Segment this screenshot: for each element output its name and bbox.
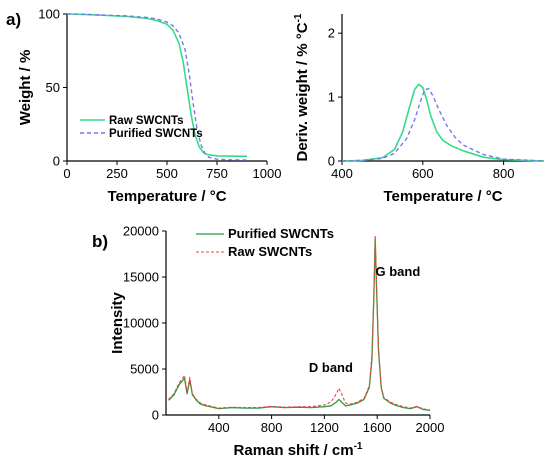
x-axis-label: Temperature / °C [383, 188, 502, 205]
x-tick-label: 400 [208, 420, 230, 435]
legend-label: Purified SWCNTs [228, 226, 334, 241]
x-tick-label: 2000 [416, 420, 445, 435]
series-line-1 [66, 13, 248, 158]
y-tick-label: 0 [53, 154, 60, 169]
dtg-chart: 400 600 800 0 1 2 Temperature / °C Deriv. weigh… [293, 13, 545, 205]
x-tick-label: 500 [156, 166, 178, 181]
legend-label: Raw SWCNTs [109, 115, 184, 127]
band-annotation: G band [375, 264, 420, 279]
y-tick-label: 1 [328, 90, 335, 105]
y-tick-label: 100 [38, 7, 60, 22]
x-tick-label: 800 [261, 420, 283, 435]
y-tick-label: 20000 [123, 224, 159, 239]
y-tick-label: 5000 [130, 362, 159, 377]
x-tick-label: 750 [206, 166, 228, 181]
panel-label-b: b) [92, 232, 108, 251]
raman-chart: 400 800 1200 1600 200005000100001500020000Ra… [109, 224, 444, 460]
x-tick-label: 600 [412, 166, 434, 181]
x-axis-label: Raman shift / cm-1 [234, 441, 363, 459]
band-annotation: D band [309, 360, 353, 375]
y-tick-label: 2 [328, 26, 335, 41]
x-tick-label: 0 [63, 166, 70, 181]
y-tick-label: 15000 [123, 270, 159, 285]
x-tick-label: 1200 [310, 420, 339, 435]
series-line-2 [168, 235, 431, 411]
x-tick-label: 250 [106, 166, 128, 181]
y-axis-label: Intensity [109, 292, 126, 354]
legend-label: Purified SWCNTs [109, 128, 203, 140]
y-tick-label: 10000 [123, 316, 159, 331]
x-tick-label: 400 [331, 166, 353, 181]
y-axis-label: Weight / % [17, 50, 34, 126]
series-line-2 [66, 13, 248, 161]
tga-chart: 0 250 500 750 1000 0 50 100 Temperature / °C Weig… [17, 7, 281, 206]
series-line-1 [341, 83, 545, 162]
y-tick-label: 0 [328, 154, 335, 169]
y-tick-label: 50 [46, 80, 60, 95]
x-tick-label: 1000 [253, 166, 282, 181]
x-tick-label: 800 [493, 166, 515, 181]
y-axis-label: Deriv. weight / % °C-1 [293, 13, 311, 161]
panel-label-a: a) [6, 10, 21, 29]
series-line-2 [341, 88, 545, 162]
legend-label: Raw SWCNTs [228, 244, 312, 259]
x-axis-label: Temperature / °C [107, 188, 226, 205]
y-tick-label: 0 [152, 408, 159, 423]
x-tick-label: 1600 [363, 420, 392, 435]
